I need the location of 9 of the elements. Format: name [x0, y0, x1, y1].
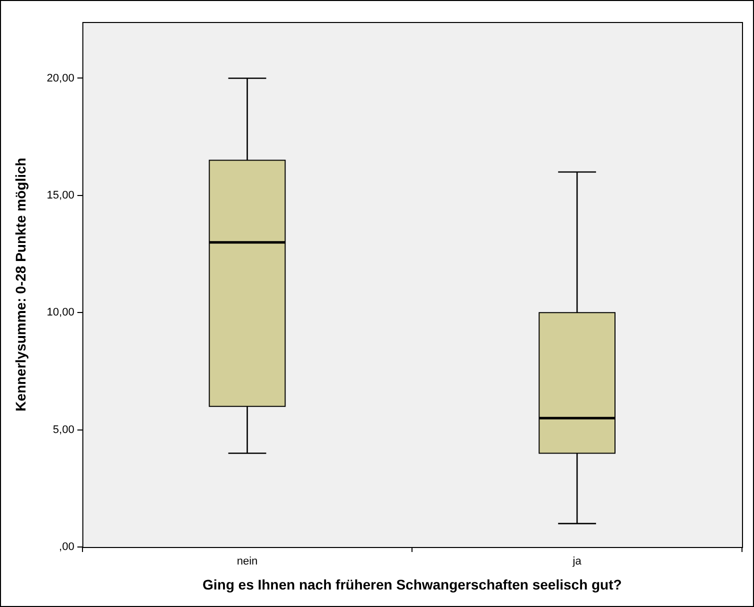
- y-tick-label: 5,00: [52, 424, 74, 436]
- y-tick-label: 20,00: [46, 72, 74, 84]
- y-tick-label: 15,00: [46, 189, 74, 202]
- y-tick-label: ,00: [59, 541, 74, 554]
- x-tick-label: nein: [236, 556, 258, 568]
- x-tick-label: ja: [572, 556, 582, 568]
- x-axis-title: Ging es Ihnen nach früheren Schwangerschaften seelisch gut?: [202, 576, 622, 592]
- y-axis-title: Kennerlysumme: 0-28 Punkte möglich: [12, 158, 28, 412]
- y-tick-label: 10,00: [46, 306, 74, 319]
